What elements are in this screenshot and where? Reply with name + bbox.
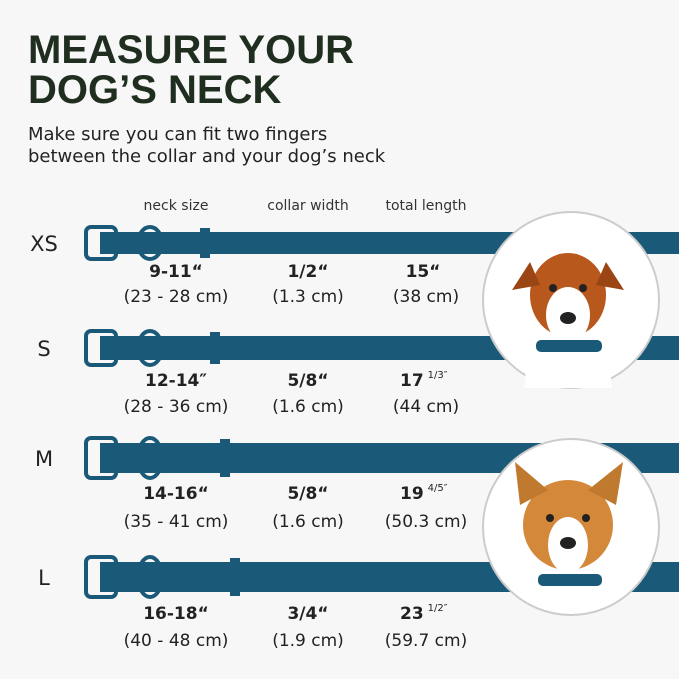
collar-ring: [136, 329, 164, 367]
collar-buckle: [84, 329, 118, 367]
collar-width: 3/4“: [287, 604, 328, 624]
neck-size: 12-14″: [145, 371, 207, 391]
collar-loop: [230, 558, 240, 596]
total-length-cm: (44 cm): [393, 397, 459, 417]
collar-width: 1/2“: [287, 262, 328, 282]
size-label: XS: [30, 232, 58, 256]
title-line: MEASURE YOUR: [28, 28, 354, 72]
total-length-fraction: 4/5″: [428, 483, 448, 494]
collar-buckle: [84, 225, 118, 261]
rows: XS 9-11“ (23 - 28 cm) 1/2“ (1.3 cm) 15“ (38 cm…: [30, 232, 467, 651]
neck-size-cm: (28 - 36 cm): [124, 397, 229, 417]
column-header: collar width: [267, 198, 348, 214]
collar-width: 5/8“: [287, 371, 328, 391]
total-length: 17: [400, 371, 424, 391]
total-length-fraction: 1/2″: [428, 603, 448, 614]
collar-width-cm: (1.6 cm): [272, 512, 344, 532]
neck-size: 16-18“: [143, 604, 209, 624]
neck-size-cm: (40 - 48 cm): [124, 631, 229, 651]
collar-width: 5/8“: [287, 484, 328, 504]
size-label: L: [38, 566, 50, 590]
total-length-cm: (38 cm): [393, 287, 459, 307]
collar-buckle: [84, 555, 118, 599]
subtitle-line: between the collar and your dog’s neck: [28, 146, 386, 167]
collar-width-cm: (1.9 cm): [272, 631, 344, 651]
title-line: DOG’S NECK: [28, 68, 281, 112]
total-length-cm: (50.3 cm): [385, 512, 467, 532]
column-header: neck size: [144, 198, 209, 214]
collar-ring: [136, 225, 164, 261]
column-header: total length: [385, 198, 466, 214]
collar-buckle: [84, 436, 118, 480]
total-length-cm: (59.7 cm): [385, 631, 467, 651]
collar-ring: [136, 436, 164, 480]
collar-loop: [210, 332, 220, 364]
size-label: S: [37, 337, 50, 361]
total-length: 23: [400, 604, 424, 624]
total-length: 19: [400, 484, 424, 504]
subtitle-line: Make sure you can fit two fingers: [28, 124, 327, 145]
collar-loop: [200, 228, 210, 258]
collar-width-cm: (1.3 cm): [272, 287, 344, 307]
neck-size: 9-11“: [149, 262, 203, 282]
collar-ring: [136, 555, 164, 599]
neck-size: 14-16“: [143, 484, 209, 504]
neck-size-cm: (23 - 28 cm): [124, 287, 229, 307]
collar-width-cm: (1.6 cm): [272, 397, 344, 417]
size-label: M: [35, 447, 53, 471]
collar-loop: [220, 439, 230, 477]
total-length: 15“: [406, 262, 441, 282]
total-length-fraction: 1/3″: [428, 370, 448, 381]
dog-photos: [482, 211, 660, 616]
neck-size-cm: (35 - 41 cm): [124, 512, 229, 532]
